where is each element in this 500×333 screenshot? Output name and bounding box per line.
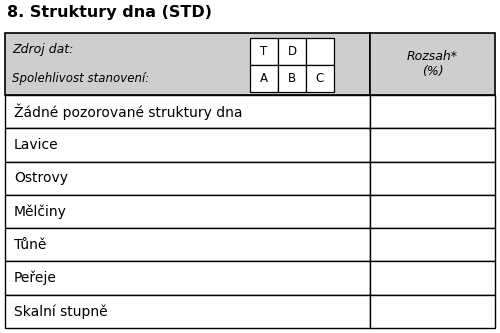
Text: D: D (288, 45, 296, 58)
Bar (370, 33, 495, 95)
Bar (370, 228, 495, 261)
Bar (5, 162, 370, 195)
Bar (278, 65, 306, 92)
Text: C: C (316, 72, 324, 85)
Text: Žádné pozorované struktury dna: Žádné pozorované struktury dna (14, 103, 242, 120)
Text: Zdroj dat:: Zdroj dat: (12, 43, 74, 56)
Bar (370, 195, 495, 228)
Text: Rozsah*
(%): Rozsah* (%) (407, 50, 458, 78)
Text: A: A (260, 72, 268, 85)
Bar (306, 38, 334, 65)
Text: Mělčiny: Mělčiny (14, 204, 67, 219)
Bar (370, 95, 495, 128)
Bar (5, 95, 370, 128)
Bar (370, 261, 495, 295)
Bar (5, 195, 370, 228)
Text: Spolehlivost stanovení:: Spolehlivost stanovení: (12, 72, 149, 85)
Text: B: B (288, 72, 296, 85)
Bar (250, 38, 278, 65)
Bar (5, 261, 370, 295)
Text: 8. Struktury dna (STD): 8. Struktury dna (STD) (7, 5, 212, 20)
Text: Ostrovy: Ostrovy (14, 171, 68, 185)
Text: Skalní stupně: Skalní stupně (14, 304, 108, 319)
Text: Tůně: Tůně (14, 238, 46, 252)
Bar (5, 128, 370, 162)
Bar (370, 128, 495, 162)
Bar (5, 295, 370, 328)
Bar (370, 295, 495, 328)
Bar (306, 65, 334, 92)
Bar (250, 65, 278, 92)
Text: Lavice: Lavice (14, 138, 59, 152)
Bar (5, 228, 370, 261)
Bar (5, 33, 370, 95)
Text: Peřeje: Peřeje (14, 271, 57, 285)
Text: T: T (260, 45, 268, 58)
Bar (278, 38, 306, 65)
Bar (370, 162, 495, 195)
